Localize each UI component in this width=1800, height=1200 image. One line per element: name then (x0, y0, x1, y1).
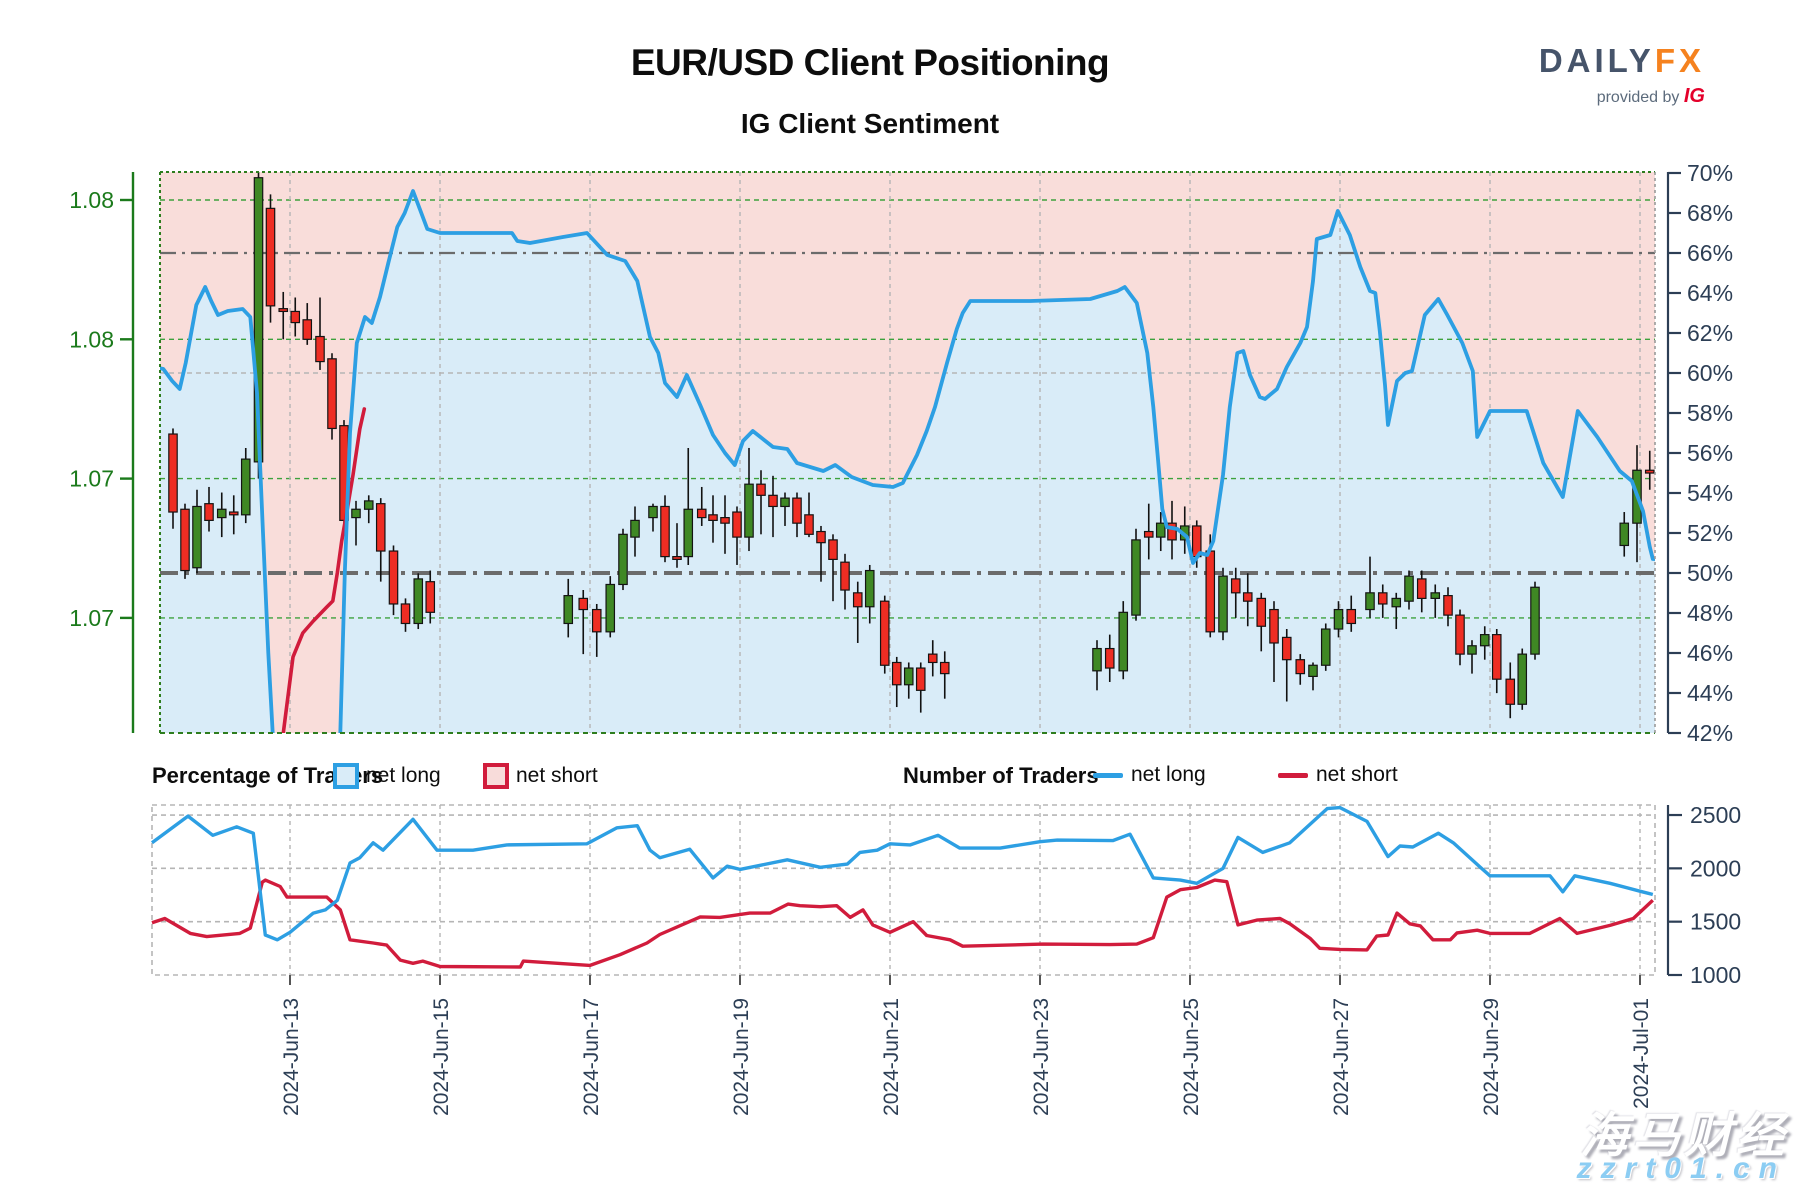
svg-text:62%: 62% (1687, 320, 1733, 346)
chart-subtitle: IG Client Sentiment (740, 108, 1000, 139)
watermark-url: zzrt01.cn (1576, 1152, 1786, 1185)
legend-pct-net-long-label: net long (366, 764, 441, 787)
svg-text:2024-Jun-13: 2024-Jun-13 (280, 998, 303, 1116)
legend-item-num-net-long: net long (1093, 763, 1206, 787)
svg-text:1.08: 1.08 (69, 326, 114, 352)
svg-text:2024-Jun-15: 2024-Jun-15 (430, 998, 453, 1116)
candlestick-layer (168, 172, 1655, 719)
ig-logo: IG (1683, 85, 1705, 107)
svg-text:1.08: 1.08 (69, 187, 114, 213)
legend-item-num-net-short: net short (1278, 763, 1398, 787)
svg-text:60%: 60% (1687, 360, 1733, 386)
svg-text:68%: 68% (1687, 200, 1733, 226)
net-short-area-swatch-icon (483, 763, 509, 789)
net-long-line-swatch-icon (1093, 772, 1123, 778)
logo-provided-by: provided by IG (1596, 85, 1705, 107)
svg-text:44%: 44% (1687, 680, 1733, 706)
net-short-line-swatch-icon (1278, 772, 1308, 778)
svg-text:2024-Jun-23: 2024-Jun-23 (1030, 998, 1053, 1116)
svg-text:56%: 56% (1687, 440, 1733, 466)
logo-fx-text: FX (1654, 42, 1705, 79)
svg-text:50%: 50% (1687, 560, 1733, 586)
svg-text:48%: 48% (1687, 600, 1733, 626)
svg-text:42%: 42% (1687, 720, 1733, 746)
svg-text:2024-Jun-27: 2024-Jun-27 (1330, 998, 1353, 1116)
price-axis: 1.08 1.08 1.07 1.07 (69, 172, 135, 733)
bottom-gridlines (151, 804, 1656, 976)
net-short-count-line (151, 878, 1654, 969)
net-long-count-line (150, 805, 1654, 942)
count-axis: 2500 2000 1500 1000 (1666, 802, 1741, 988)
svg-text:66%: 66% (1687, 240, 1733, 266)
svg-text:2500: 2500 (1690, 802, 1741, 828)
net-short-area (160, 172, 1655, 733)
svg-text:46%: 46% (1687, 640, 1733, 666)
svg-text:1000: 1000 (1690, 962, 1741, 988)
net-short-pct-line (281, 407, 367, 733)
page-title: EUR/USD Client Positioning (630, 42, 1110, 83)
dailyfx-logo: DAILYFX provided by IG (1539, 44, 1705, 106)
svg-text:2024-Jul-01: 2024-Jul-01 (1630, 998, 1653, 1109)
svg-text:1.07: 1.07 (69, 466, 114, 492)
net-long-area (160, 191, 1655, 733)
net-long-pct-line (160, 189, 1655, 733)
svg-text:2024-Jun-17: 2024-Jun-17 (580, 998, 603, 1116)
legend-pct-net-short-label: net short (516, 764, 598, 787)
svg-text:70%: 70% (1687, 160, 1733, 186)
legend-num-net-long-label: net long (1131, 763, 1206, 786)
svg-text:1.07: 1.07 (69, 605, 114, 631)
svg-text:2000: 2000 (1690, 855, 1741, 881)
legend-item-pct-net-long: net long (333, 763, 441, 789)
legend-heading-number: Number of Traders (903, 763, 1099, 788)
main-chart: 1.08 1.08 1.07 1.07 70% 68% 66% 64% 62% 60% 58% 56%… (69, 160, 1733, 746)
svg-text:1500: 1500 (1690, 909, 1741, 935)
legend-num-net-short-label: net short (1316, 763, 1398, 786)
svg-text:58%: 58% (1687, 400, 1733, 426)
svg-text:52%: 52% (1687, 520, 1733, 546)
svg-text:2024-Jun-19: 2024-Jun-19 (730, 998, 753, 1116)
svg-text:2024-Jun-21: 2024-Jun-21 (880, 998, 903, 1116)
svg-text:54%: 54% (1687, 480, 1733, 506)
svg-text:2024-Jun-25: 2024-Jun-25 (1180, 998, 1203, 1116)
percent-axis: 70% 68% 66% 64% 62% 60% 58% 56% 54% 52% 50% 48% 46% 4… (1666, 160, 1733, 746)
watermark-brand: 海马财经 (1579, 1110, 1788, 1163)
svg-text:2024-Jun-29: 2024-Jun-29 (1480, 998, 1503, 1116)
svg-text:64%: 64% (1687, 280, 1733, 306)
net-long-area-swatch-icon (333, 763, 359, 789)
legend-item-pct-net-short: net short (483, 763, 598, 789)
logo-daily-text: DAILY (1538, 42, 1655, 79)
date-axis: 2024-Jun-13 2024-Jun-15 2024-Jun-17 2024-Ju… (280, 975, 1653, 1116)
